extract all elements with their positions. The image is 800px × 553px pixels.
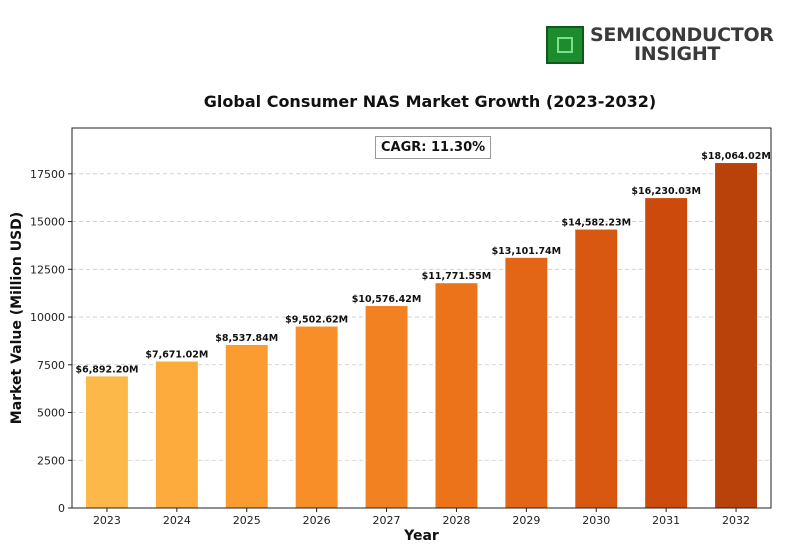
- x-tick-label: 2028: [442, 514, 470, 527]
- y-tick-label: 2500: [37, 454, 65, 467]
- x-tick-label: 2029: [512, 514, 540, 527]
- brand-logo: SEMICONDUCTOR INSIGHT: [546, 26, 786, 68]
- data-label: $10,576.42M: [352, 294, 422, 305]
- bar: [505, 257, 548, 508]
- data-label: $11,771.55M: [422, 271, 492, 282]
- y-tick-label: 5000: [37, 407, 65, 420]
- x-tick-label: 2031: [652, 514, 680, 527]
- bar: [295, 326, 338, 508]
- data-label: $18,064.02M: [701, 151, 771, 162]
- y-tick-label: 12500: [30, 263, 65, 276]
- x-axis-label: Year: [403, 528, 439, 544]
- x-tick-label: 2027: [373, 514, 401, 527]
- x-tick-label: 2026: [303, 514, 331, 527]
- data-label: $9,502.62M: [285, 315, 348, 326]
- y-axis-label: Market Value (Million USD): [9, 212, 25, 424]
- x-tick-label: 2032: [722, 514, 750, 527]
- x-tick-label: 2030: [582, 514, 610, 527]
- bar: [575, 229, 618, 508]
- bar: [435, 283, 478, 508]
- y-tick-label: 17500: [30, 168, 65, 181]
- logo-text: SEMICONDUCTOR INSIGHT: [590, 26, 774, 64]
- bar: [365, 306, 408, 508]
- cagr-annotation: CAGR: 11.30%: [375, 136, 492, 159]
- logo-line2: INSIGHT: [634, 43, 721, 65]
- data-label: $7,671.02M: [145, 350, 208, 361]
- data-label: $16,230.03M: [631, 186, 701, 197]
- y-tick-label: 7500: [37, 359, 65, 372]
- bar: [645, 198, 688, 508]
- bar: [715, 163, 758, 509]
- bar: [225, 344, 268, 508]
- y-tick-label: 10000: [30, 311, 65, 324]
- x-tick-label: 2024: [163, 514, 191, 527]
- x-tick-label: 2023: [93, 514, 121, 527]
- plot-frame: [71, 127, 772, 509]
- bar: [155, 361, 198, 508]
- data-label: $6,892.20M: [75, 364, 138, 375]
- logo-line1: SEMICONDUCTOR: [590, 24, 774, 46]
- y-tick-label: 0: [58, 502, 65, 515]
- x-tick-label: 2025: [233, 514, 261, 527]
- chart-title: Global Consumer NAS Market Growth (2023-…: [203, 92, 657, 111]
- data-label: $8,537.84M: [215, 333, 278, 344]
- y-tick-label: 15000: [30, 216, 65, 229]
- bar: [85, 376, 128, 508]
- data-label: $14,582.23M: [561, 218, 631, 229]
- chip-icon: [546, 26, 584, 64]
- data-label: $13,101.74M: [492, 246, 562, 257]
